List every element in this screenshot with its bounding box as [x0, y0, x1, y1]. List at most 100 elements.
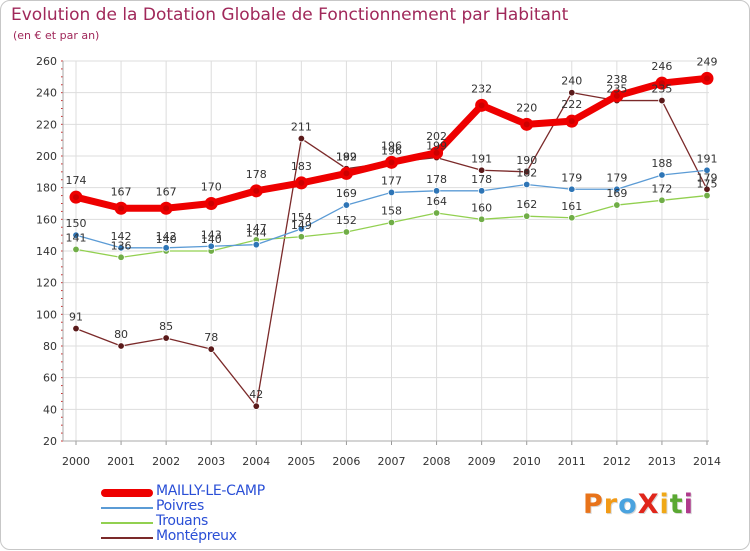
series-layer: [69, 71, 714, 410]
data-point: [387, 218, 396, 227]
data-point: [117, 342, 125, 350]
data-label: 91: [69, 311, 83, 324]
data-point: [432, 187, 441, 195]
y-tick-label: 120: [36, 277, 57, 290]
legend-swatch: [101, 537, 153, 539]
data-label: 182: [516, 167, 537, 180]
data-point: [207, 345, 215, 353]
data-label: 190: [516, 154, 537, 167]
data-point: [523, 168, 531, 176]
data-label: 142: [111, 230, 132, 243]
data-label: 172: [651, 182, 672, 195]
data-label: 232: [471, 82, 492, 95]
legend-item-poivres: Poivres: [101, 498, 361, 516]
legend-swatch: [101, 489, 153, 497]
data-label: 78: [204, 331, 218, 344]
data-label: 196: [381, 139, 402, 152]
data-point: [342, 228, 351, 236]
data-point-core: [298, 179, 305, 186]
y-tick-label: 80: [43, 340, 57, 353]
data-point: [297, 233, 306, 241]
data-label: 152: [336, 214, 357, 227]
data-point: [523, 180, 531, 189]
data-point: [477, 166, 486, 174]
data-label: 178: [471, 173, 492, 186]
x-tick-label: 2008: [423, 455, 451, 468]
data-point: [72, 324, 80, 333]
data-label: 238: [606, 73, 627, 86]
data-label: 142: [156, 230, 177, 243]
proxiti-logo: ProXiti: [583, 489, 694, 520]
legend-label: Trouans: [156, 513, 209, 529]
data-label: 183: [291, 160, 312, 173]
data-point-core: [73, 194, 79, 201]
data-point: [703, 166, 711, 174]
data-label: 191: [697, 152, 718, 165]
x-tick-label: 2004: [242, 455, 270, 468]
logo-letter: o: [618, 489, 638, 520]
data-label: 158: [381, 205, 402, 218]
data-point: [72, 245, 80, 254]
data-label: 161: [561, 200, 582, 213]
data-point-core: [388, 159, 395, 166]
data-point: [297, 225, 306, 233]
data-label: 196: [381, 144, 402, 157]
data-point-core: [658, 80, 665, 87]
legend-label: Montépreux: [156, 528, 237, 544]
axes: 20 40 60 80 100 120 140 160 180 200 220 240 260 2000 2…: [36, 55, 721, 468]
legend-item-montepreux: Montépreux: [101, 528, 361, 546]
data-point: [162, 334, 170, 342]
data-label: 42: [249, 388, 263, 401]
data-label: 246: [651, 60, 672, 73]
y-tick-label: 140: [36, 245, 57, 258]
legend-item-mailly: MAILLY-LE-CAMP: [101, 483, 361, 501]
data-point-core: [704, 75, 710, 82]
y-tick-label: 260: [36, 55, 57, 68]
y-tick-label: 160: [36, 213, 57, 226]
data-point: [568, 214, 576, 222]
legend-swatch: [101, 522, 153, 524]
y-tick-label: 100: [36, 308, 57, 321]
data-label: 167: [111, 185, 132, 198]
y-tick-label: 240: [36, 87, 57, 100]
y-tick-label: 40: [43, 403, 57, 416]
data-point-core: [208, 200, 215, 207]
data-label: 140: [201, 233, 222, 246]
legend: MAILLY-LE-CAMP Poivres Trouans Montépreu…: [101, 483, 361, 546]
x-tick-label: 2012: [603, 455, 631, 468]
data-label: 162: [516, 198, 537, 211]
data-label: 175: [697, 178, 718, 191]
data-label: 199: [426, 140, 447, 153]
data-point-core: [568, 118, 575, 125]
data-label: 80: [114, 328, 128, 341]
data-point: [432, 209, 441, 217]
x-tick-label: 2011: [558, 455, 586, 468]
data-point-core: [478, 102, 485, 109]
legend-item-trouans: Trouans: [101, 513, 361, 531]
data-point-core: [433, 149, 440, 156]
data-point: [207, 242, 215, 250]
x-tick-label: 2001: [107, 455, 135, 468]
data-label: 177: [381, 174, 402, 187]
data-point: [523, 212, 531, 220]
data-point: [613, 185, 621, 193]
data-point: [477, 187, 486, 195]
data-label: 144: [246, 227, 267, 240]
data-label: 235: [606, 83, 627, 96]
data-point-core: [253, 187, 260, 194]
x-tick-label: 2006: [332, 455, 360, 468]
data-label: 141: [66, 231, 87, 244]
data-label: 222: [561, 98, 582, 111]
data-label: 149: [291, 219, 312, 232]
data-label: 178: [246, 168, 267, 181]
data-label: 188: [651, 157, 672, 170]
data-label: 160: [471, 201, 492, 214]
data-point: [658, 196, 666, 205]
logo-letter: X: [637, 489, 660, 520]
x-tick-label: 2007: [378, 455, 406, 468]
y-tick-label: 60: [43, 372, 57, 385]
legend-label: Poivres: [156, 498, 204, 514]
grid-lines: [63, 60, 709, 442]
data-point: [72, 231, 80, 239]
